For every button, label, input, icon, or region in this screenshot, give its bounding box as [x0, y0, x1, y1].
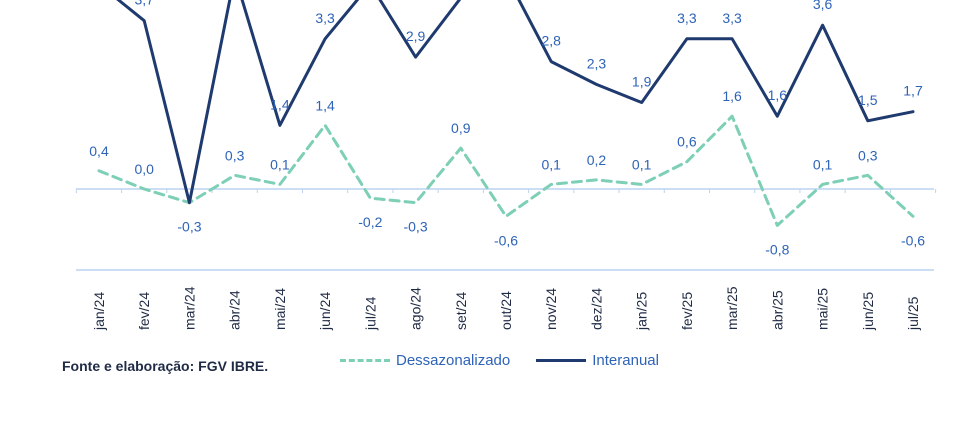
data-label: -0,8 — [765, 241, 789, 257]
x-tick-label: jul/25 — [905, 296, 921, 331]
data-label: 1,4 — [315, 97, 335, 113]
data-label: -0,6 — [901, 232, 925, 248]
data-label: -0,3 — [177, 219, 201, 235]
legend-swatch-dashed — [340, 359, 390, 362]
data-label: 1,6 — [722, 88, 742, 104]
data-label: 0,1 — [541, 156, 561, 172]
legend: Dessazonalizado Interanual — [340, 352, 659, 369]
series-layer — [97, 0, 915, 227]
x-tick-label: nov/24 — [543, 288, 559, 330]
data-label: 3,3 — [315, 10, 335, 26]
x-tick-label: dez/24 — [588, 288, 604, 330]
legend-item-interanual: Interanual — [536, 352, 659, 369]
source-note: Fonte e elaboração: FGV IBRE. — [62, 358, 269, 374]
x-tick-label: mai/24 — [272, 288, 288, 330]
x-tick-label: mar/25 — [724, 286, 740, 330]
data-label: 0,1 — [270, 156, 290, 172]
legend-label-dessazonalizado: Dessazonalizado — [396, 352, 511, 369]
data-label: 0,4 — [89, 143, 109, 159]
data-label: 0,9 — [451, 120, 471, 136]
x-tick-label: fev/25 — [679, 292, 695, 330]
x-tick-label: out/24 — [498, 291, 514, 330]
series-line-dessazonalizado — [97, 114, 915, 227]
data-label: 1,6 — [768, 87, 788, 103]
x-tick-label: fev/24 — [136, 292, 152, 330]
axis-layer — [75, 188, 937, 271]
data-label: 2,9 — [406, 28, 426, 44]
x-tick-label: ago/24 — [408, 287, 424, 330]
legend-label-interanual: Interanual — [592, 352, 659, 369]
data-label: 3,3 — [677, 10, 697, 26]
x-tick-label: abr/24 — [227, 290, 243, 330]
data-label: 1,5 — [858, 92, 878, 108]
data-label: 1,9 — [632, 74, 652, 90]
x-tick-label: mai/25 — [815, 288, 831, 330]
data-label: 3,7 — [134, 0, 154, 8]
tick-layer: jan/24 fev/24 mar/24 abr/24 mai/24 jun/24 jul/… — [91, 286, 921, 331]
data-label: -0,3 — [403, 219, 427, 235]
data-label: 0,0 — [134, 161, 154, 177]
x-tick-label: mar/24 — [181, 286, 197, 330]
data-label: 0,3 — [858, 147, 878, 163]
x-tick-label: jun/25 — [860, 292, 876, 331]
x-tick-label: jun/24 — [317, 292, 333, 331]
data-label: 2,3 — [587, 55, 607, 71]
label-layer: 0,4 0,0 -0,3 0,3 0,1 1,4 -0,2 -0,3 0,9 -0,6 0,1 0,2… — [89, 0, 925, 257]
data-label: 0,6 — [677, 134, 697, 150]
data-label: 1,7 — [903, 83, 923, 99]
data-label: 3,6 — [813, 0, 833, 12]
legend-item-dessazonalizado: Dessazonalizado — [340, 352, 510, 369]
data-label: 0,2 — [587, 152, 607, 168]
data-label: 2,8 — [541, 33, 561, 49]
data-label: 3,3 — [722, 10, 742, 26]
x-tick-label: set/24 — [453, 292, 469, 330]
x-tick-label: jul/24 — [362, 296, 378, 331]
data-label: 0,3 — [225, 147, 245, 163]
x-tick-label: jan/24 — [91, 292, 107, 331]
data-label: -0,2 — [358, 214, 382, 230]
x-tick-label: abr/25 — [769, 290, 785, 330]
data-label: -0,6 — [494, 232, 518, 248]
data-label: 0,1 — [632, 156, 652, 172]
chart-svg: 0,4 0,0 -0,3 0,3 0,1 1,4 -0,2 -0,3 0,9 -0,6 0,1 0,2… — [75, 0, 937, 331]
series-line-interanual — [116, 0, 915, 205]
data-label: 0,1 — [813, 156, 833, 172]
x-tick-label: jan/25 — [634, 292, 650, 331]
data-label: 1,4 — [270, 96, 290, 112]
legend-swatch-solid — [536, 359, 587, 362]
